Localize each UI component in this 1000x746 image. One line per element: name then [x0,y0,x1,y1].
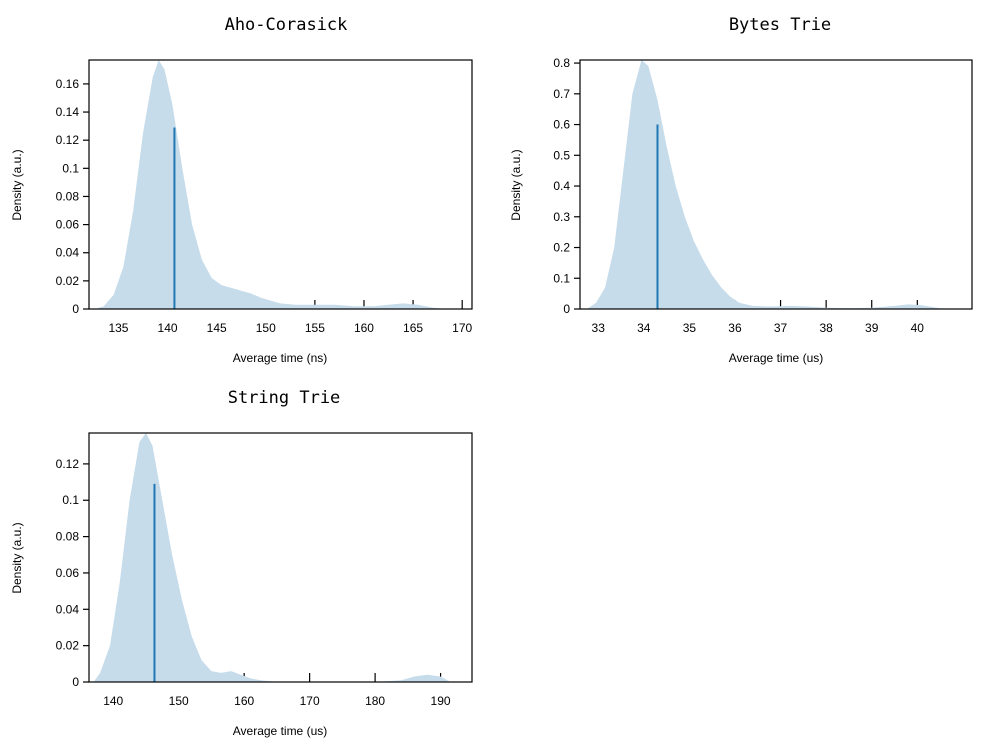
chart-title: Aho-Corasick [225,15,348,35]
y-axis-label: Density (a.u.) [509,149,523,220]
y-tick-label: 0.1 [553,271,570,285]
y-tick-label: 0 [563,302,570,316]
x-tick-label: 140 [158,321,178,335]
plot-area [94,60,448,309]
y-axis-label: Density (a.u.) [10,149,24,220]
y-tick-label: 0.7 [553,87,570,101]
x-tick-label: 170 [300,694,320,708]
axis-ticks: 140 150 160 170 180 190 0 0.02 0.04 0.06 0.08 0.1 0.… [56,457,451,708]
x-tick-label: 160 [354,321,374,335]
plot-frame [88,59,473,310]
y-tick-label: 0.3 [553,210,570,224]
x-tick-label: 190 [431,694,451,708]
x-axis-label: Average time (ns) [233,351,327,365]
y-axis-label: Density (a.u.) [10,522,24,593]
y-tick-label: 0.06 [56,566,80,580]
y-tick-label: 0 [72,302,79,316]
y-tick-label: 0.1 [62,493,79,507]
y-tick-label: 0.02 [56,639,80,653]
x-tick-label: 150 [256,321,276,335]
axis-ticks: 135 140 145 150 155 160 165 170 0 0.02 0.04 0.06 0.0… [56,77,473,335]
chart-panel-aho-corasick: Aho-Corasick 135 140 145 150 155 160 165 170 0 0.… [10,15,473,365]
y-tick-label: 0.12 [56,457,80,471]
x-tick-label: 140 [103,694,123,708]
x-tick-label: 38 [819,321,833,335]
y-tick-label: 0.04 [56,246,80,260]
x-axis-label: Average time (us) [729,351,823,365]
chart-title: Bytes Trie [729,15,831,35]
x-tick-label: 160 [234,694,254,708]
y-tick-label: 0.5 [553,148,570,162]
x-tick-label: 170 [452,321,472,335]
x-tick-label: 135 [108,321,128,335]
density-area [586,60,945,309]
y-tick-label: 0.12 [56,133,80,147]
plot-area [586,60,945,309]
density-area [93,433,451,682]
x-tick-label: 37 [774,321,788,335]
x-tick-label: 35 [683,321,697,335]
y-tick-label: 0.2 [553,241,570,255]
x-tick-label: 36 [728,321,742,335]
x-tick-label: 33 [592,321,606,335]
x-tick-label: 150 [169,694,189,708]
x-tick-label: 39 [865,321,879,335]
y-tick-label: 0.8 [553,56,570,70]
x-tick-label: 34 [637,321,651,335]
plot-frame [579,59,973,310]
y-tick-label: 0 [72,675,79,689]
chart-panel-bytes-trie: Bytes Trie 33 34 35 36 37 38 39 40 0 0.1 0.2 0.3 0.4… [509,15,973,365]
y-tick-label: 0.02 [56,274,80,288]
x-tick-label: 165 [403,321,423,335]
y-tick-label: 0.16 [56,77,80,91]
axis-ticks: 33 34 35 36 37 38 39 40 0 0.1 0.2 0.3 0.4 0.5 0.6 0.7 0.… [553,56,924,335]
y-tick-label: 0.1 [62,161,79,175]
plot-frame [88,432,473,683]
chart-title: String Trie [228,388,341,408]
y-tick-label: 0.6 [553,118,570,132]
density-area [94,60,448,309]
chart-panel-string-trie: String Trie 140 150 160 170 180 190 0 0.02 0.04 0… [10,388,473,738]
y-tick-label: 0.08 [56,530,80,544]
x-tick-label: 155 [305,321,325,335]
y-tick-label: 0.4 [553,179,570,193]
x-tick-label: 180 [365,694,385,708]
y-tick-label: 0.04 [56,602,80,616]
y-tick-label: 0.14 [56,105,80,119]
y-tick-label: 0.06 [56,218,80,232]
y-tick-label: 0.08 [56,189,80,203]
x-axis-label: Average time (us) [233,724,327,738]
plot-area [93,433,451,682]
x-tick-label: 40 [911,321,925,335]
x-tick-label: 145 [207,321,227,335]
